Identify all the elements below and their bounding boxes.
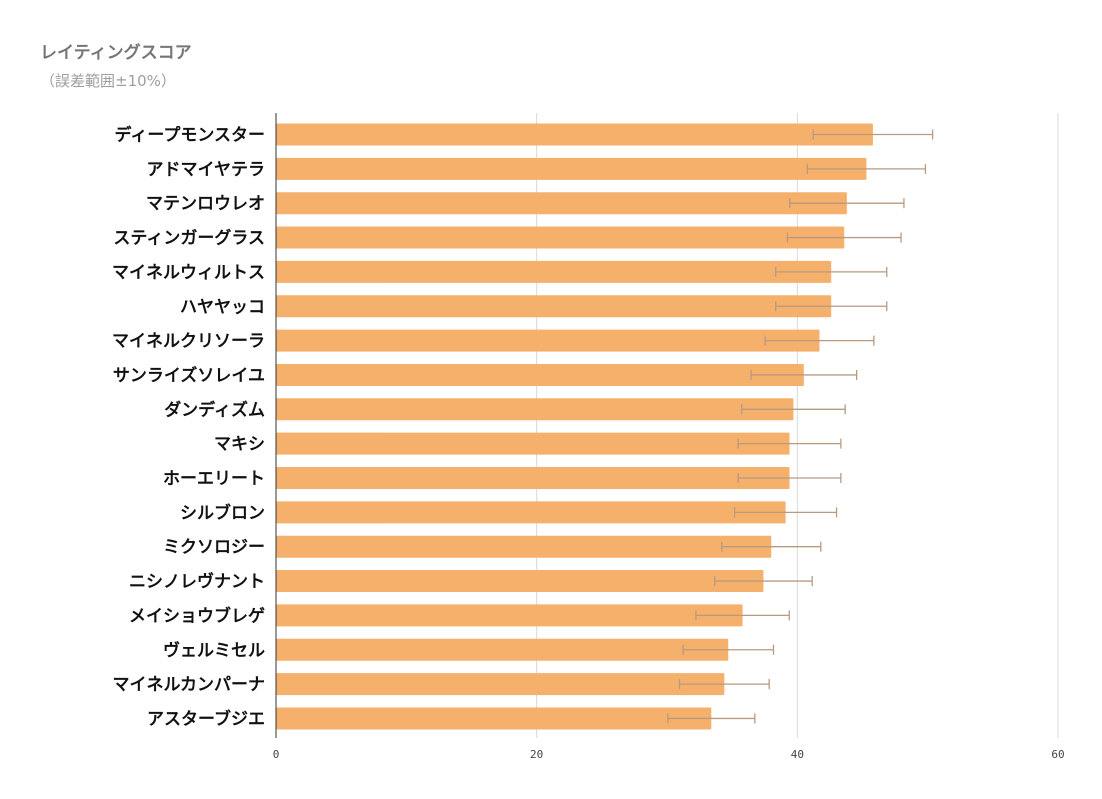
bar [276, 123, 873, 146]
category-label: マイネルカンパーナ [113, 675, 266, 695]
category-label: シルブロン [180, 502, 265, 523]
bar [276, 295, 832, 318]
bar [276, 467, 790, 489]
category-label: マイネルクリソーラ [112, 332, 265, 352]
bar [276, 432, 790, 455]
bar [276, 329, 820, 352]
x-tick-label: 60 [1051, 748, 1064, 761]
bar [276, 192, 847, 215]
category-label: サンライズソレイユ [113, 365, 265, 386]
bar [276, 673, 725, 696]
category-label: マテンロウレオ [146, 194, 265, 214]
bar [276, 226, 845, 249]
x-tick-label: 40 [791, 748, 804, 761]
bar [276, 501, 786, 524]
bar [276, 604, 743, 627]
category-label: アドマイヤテラ [147, 160, 266, 180]
category-label: マキシ [214, 435, 265, 455]
category-label: ディープモンスター [115, 125, 265, 146]
category-label: スティンガーグラス [113, 228, 265, 249]
x-tick-label: 0 [273, 748, 280, 761]
bar [276, 707, 712, 730]
category-label: ダンディズム [164, 399, 265, 420]
bar [276, 535, 772, 558]
bar [276, 638, 729, 661]
category-label: マイネルウィルトス [112, 263, 265, 283]
category-label: ミクソロジー [163, 538, 265, 558]
category-label: ヴェルミセル [163, 640, 265, 661]
x-tick-label: 20 [530, 748, 543, 761]
category-label: ニシノレヴナント [129, 571, 265, 592]
bar [276, 363, 804, 386]
bar [276, 570, 764, 593]
category-label: メイショウブレゲ [129, 605, 265, 626]
bar [276, 157, 867, 180]
chart-subtitle: （誤差範囲±10%） [40, 72, 176, 90]
chart-title: レイティングスコア [40, 43, 192, 63]
bar [276, 398, 794, 421]
category-label: ホーエリート [163, 469, 265, 489]
category-label: ハヤヤッコ [180, 297, 265, 317]
category-label: アスターブジエ [147, 708, 265, 729]
bar [276, 260, 832, 283]
